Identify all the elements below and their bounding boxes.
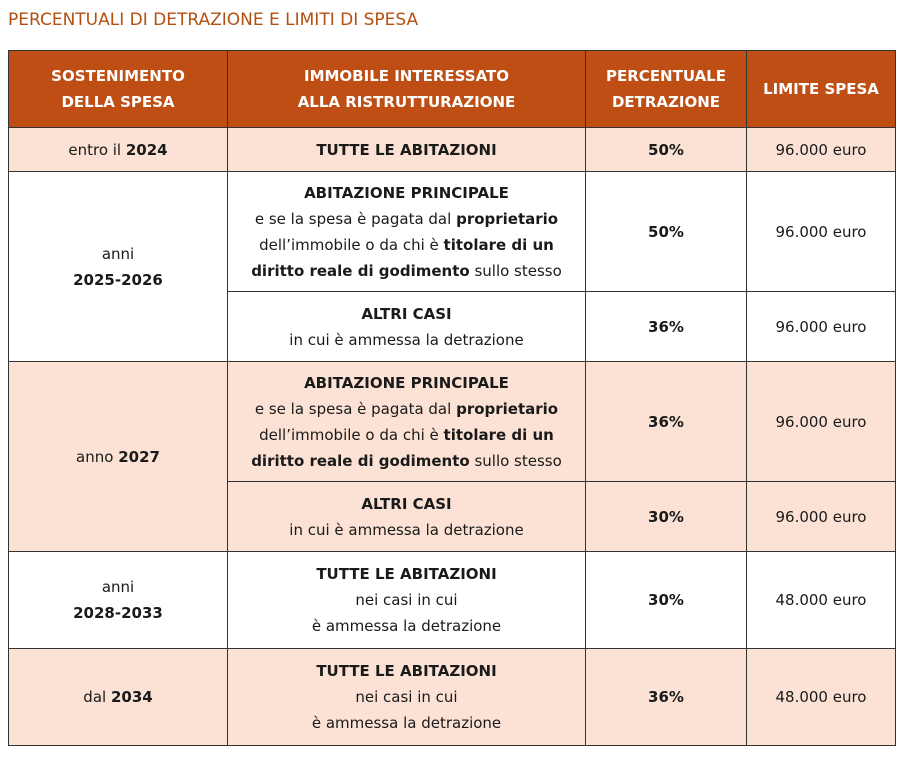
header-property: IMMOBILE INTERESSATO ALLA RISTRUTTURAZION…: [227, 50, 586, 128]
limit-cell: 48.000 euro: [746, 551, 896, 649]
text-segment: anni: [101, 578, 135, 596]
percent-value: 36%: [648, 412, 684, 431]
text-segment: DETRAZIONE: [611, 93, 721, 111]
table-row: entro il 2024 TUTTE LE ABITAZIONI 50% 96.00…: [8, 127, 896, 172]
text-segment: in cui è ammessa la detrazione: [289, 330, 524, 349]
text-segment: TUTTE LE ABITAZIONI: [316, 565, 497, 583]
limit-cell: 96.000 euro: [746, 127, 896, 172]
property-cell: TUTTE LE ABITAZIONI nei casi in cui è amme…: [227, 648, 586, 746]
text-segment: è ammessa la detrazione: [311, 714, 502, 732]
percent-value: 30%: [648, 591, 684, 609]
text-segment: SOSTENIMENTO: [51, 67, 185, 85]
percent-cell: 30%: [585, 481, 747, 552]
table-row: dal 2034 TUTTE LE ABITAZIONI nei casi in c…: [8, 648, 896, 746]
text-segment: IMMOBILE INTERESSATO: [304, 67, 509, 85]
limit-cell: 96.000 euro: [746, 171, 896, 292]
percent-value: 50%: [648, 222, 684, 241]
percent-cell: 36%: [585, 648, 747, 746]
period-cell: anni 2028-2033: [8, 551, 228, 649]
header-row: SOSTENIMENTO DELLA SPESA IMMOBILE INTERESS…: [8, 50, 896, 128]
property-cell: ALTRI CASI in cui è ammessa la detrazione: [227, 291, 586, 362]
text-segment: proprietario: [456, 209, 559, 228]
text-segment: dal: [83, 688, 111, 706]
percent-cell: 50%: [585, 127, 747, 172]
percent-cell: 50%: [585, 171, 747, 292]
period-cell: dal 2034: [8, 648, 228, 746]
deduction-table: SOSTENIMENTO DELLA SPESA IMMOBILE INTERESS…: [8, 50, 896, 746]
period-cell: entro il 2024: [8, 127, 228, 172]
text-segment: DELLA SPESA: [61, 93, 175, 111]
limit-cell: 96.000 euro: [746, 481, 896, 552]
percent-cell: 36%: [585, 291, 747, 362]
period-cell: anni 2025-2026: [8, 171, 228, 362]
property-cell: TUTTE LE ABITAZIONI: [227, 127, 586, 172]
percent-value: 36%: [648, 317, 684, 336]
text-segment: sullo stesso: [469, 261, 562, 280]
text-segment: ABITAZIONE PRINCIPALE: [304, 183, 509, 202]
header-period: SOSTENIMENTO DELLA SPESA: [8, 50, 228, 128]
header-percent: PERCENTUALE DETRAZIONE: [585, 50, 747, 128]
table-row: anni 2025-2026 ABITAZIONE PRINCIPALE e se l…: [8, 171, 896, 362]
text-segment: LIMITE SPESA: [763, 80, 879, 98]
property-cell: ALTRI CASI in cui è ammessa la detrazione: [227, 481, 586, 552]
text-segment: nei casi in cui: [355, 688, 458, 706]
property-cell: ABITAZIONE PRINCIPALE e se la spesa è pag…: [227, 171, 586, 292]
table-row: ALTRI CASI in cui è ammessa la detrazione…: [9, 481, 896, 552]
limit-cell: 96.000 euro: [746, 361, 896, 482]
text-segment: 2025-2026: [73, 270, 163, 289]
text-segment: diritto reale di godimento: [251, 451, 470, 470]
percent-cell: 30%: [585, 551, 747, 649]
text-segment: è ammessa la detrazione: [311, 617, 502, 635]
text-segment: ALTRI CASI: [361, 304, 452, 323]
text-segment: diritto reale di godimento: [251, 261, 470, 280]
page-title: PERCENTUALI DI DETRAZIONE E LIMITI DI SP…: [8, 10, 419, 30]
text-segment: ABITAZIONE PRINCIPALE: [304, 373, 509, 392]
property-cell: TUTTE LE ABITAZIONI nei casi in cui è amme…: [227, 551, 586, 649]
table-row: anni 2028-2033 TUTTE LE ABITAZIONI nei casi…: [8, 551, 896, 649]
text-segment: TUTTE LE ABITAZIONI: [316, 662, 497, 680]
text-segment: nei casi in cui: [355, 591, 458, 609]
text-segment: anni: [101, 244, 135, 263]
text-segment: proprietario: [456, 399, 559, 418]
text-segment: ALTRI CASI: [361, 494, 452, 513]
text-segment: sullo stesso: [469, 451, 562, 470]
text-segment: PERCENTUALE: [606, 67, 726, 85]
table-row: ALTRI CASI in cui è ammessa la detrazione…: [9, 291, 896, 362]
period-cell: anno 2027: [8, 361, 228, 552]
text-segment: dell’immobile o da chi è: [259, 425, 444, 444]
text-segment: entro il: [68, 140, 126, 159]
text-segment: e se la spesa è pagata dal: [254, 209, 457, 228]
text-segment: titolare di un: [443, 425, 554, 444]
header-limit: LIMITE SPESA: [746, 50, 896, 128]
text-segment: dell’immobile o da chi è: [259, 235, 444, 254]
percent-value: 36%: [648, 688, 684, 706]
percent-value: 50%: [648, 140, 684, 159]
limit-cell: 48.000 euro: [746, 648, 896, 746]
text-segment: 2027: [118, 447, 160, 466]
text-segment: titolare di un: [443, 235, 554, 254]
text-segment: ALLA RISTRUTTURAZIONE: [297, 93, 516, 111]
text-segment: 2028-2033: [73, 604, 163, 622]
limit-cell: 96.000 euro: [746, 291, 896, 362]
property-cell: ABITAZIONE PRINCIPALE e se la spesa è pag…: [227, 361, 586, 482]
table-row: anno 2027 ABITAZIONE PRINCIPALE e se la sp…: [8, 361, 896, 552]
text-segment: in cui è ammessa la detrazione: [289, 520, 524, 539]
text-segment: e se la spesa è pagata dal: [254, 399, 457, 418]
text-segment: 2034: [110, 688, 153, 706]
text-segment: anno: [76, 447, 119, 466]
text-segment: TUTTE LE ABITAZIONI: [316, 140, 497, 159]
percent-value: 30%: [648, 507, 684, 526]
text-segment: 2024: [125, 140, 168, 159]
percent-cell: 36%: [585, 361, 747, 482]
